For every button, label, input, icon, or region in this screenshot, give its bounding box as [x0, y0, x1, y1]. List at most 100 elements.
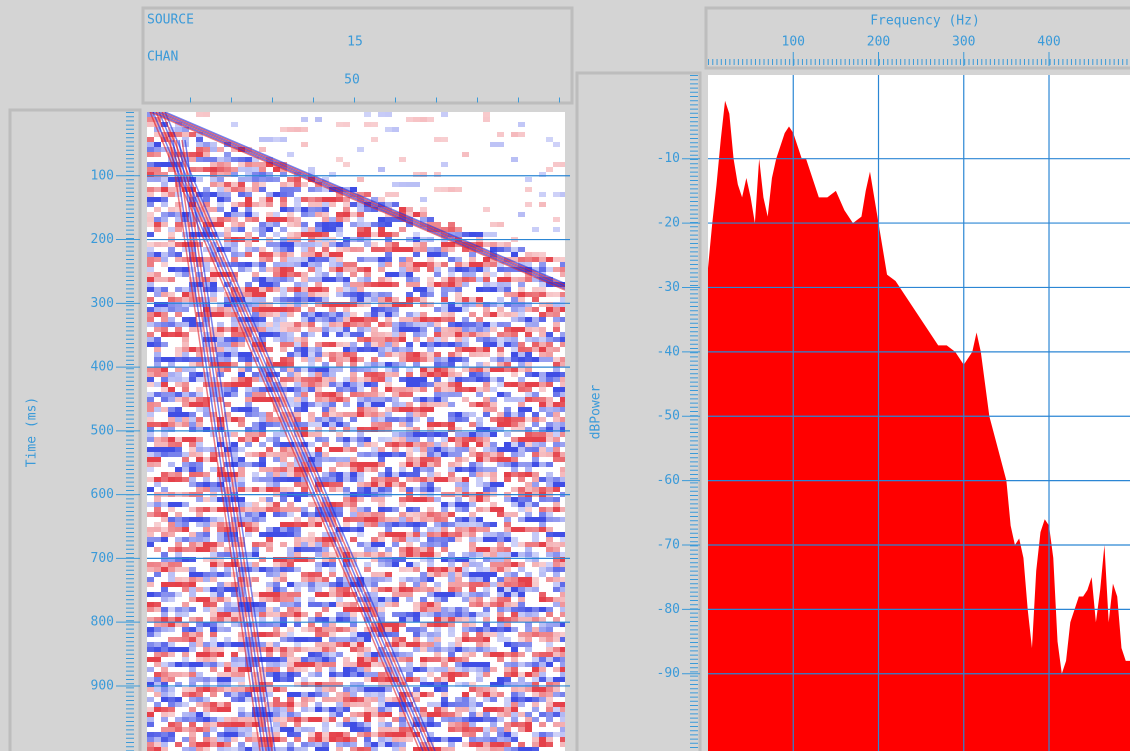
seismic-texture [196, 467, 203, 472]
seismic-texture [399, 467, 406, 472]
seismic-texture [504, 282, 511, 287]
seismic-texture [217, 287, 224, 292]
seismic-texture [518, 297, 525, 302]
seismic-texture [434, 532, 441, 537]
seismic-texture [518, 602, 525, 607]
seismic-texture [217, 592, 224, 597]
seismic-texture [476, 742, 483, 747]
seismic-texture [238, 512, 245, 517]
seismic-texture [217, 332, 224, 337]
seismic-texture [210, 562, 217, 567]
seismic-texture [392, 337, 399, 342]
seismic-texture [154, 292, 161, 297]
seismic-texture [553, 192, 560, 197]
seismic-texture [322, 312, 329, 317]
seismic-texture [196, 397, 203, 402]
seismic-texture [161, 322, 168, 327]
seismic-texture [427, 577, 434, 582]
seismic-texture [476, 667, 483, 672]
seismic-texture [336, 482, 343, 487]
seismic-texture [147, 247, 154, 252]
seismic-texture [392, 737, 399, 742]
seismic-texture [546, 692, 553, 697]
seismic-texture [525, 497, 532, 502]
seismic-texture [301, 232, 308, 237]
seismic-texture [532, 742, 539, 747]
seismic-texture [378, 672, 385, 677]
seismic-texture [420, 447, 427, 452]
seismic-texture [483, 612, 490, 617]
seismic-texture [336, 697, 343, 702]
seismic-texture [301, 677, 308, 682]
seismic-texture [196, 372, 203, 377]
seismic-texture [427, 552, 434, 557]
seismic-texture [483, 447, 490, 452]
seismic-texture [182, 417, 189, 422]
seismic-texture [483, 652, 490, 657]
seismic-texture [476, 717, 483, 722]
seismic-texture [504, 272, 511, 277]
seismic-texture [406, 452, 413, 457]
seismic-texture [525, 627, 532, 632]
seismic-texture [385, 422, 392, 427]
seismic-texture [434, 137, 441, 142]
seismic-texture [455, 717, 462, 722]
seismic-texture [287, 532, 294, 537]
seismic-texture [441, 422, 448, 427]
seismic-texture [336, 432, 343, 437]
seismic-texture [294, 602, 301, 607]
seismic-texture [371, 487, 378, 492]
seismic-texture [224, 582, 231, 587]
seismic-texture [182, 287, 189, 292]
seismic-texture [259, 467, 266, 472]
seismic-texture [441, 522, 448, 527]
seismic-texture [357, 687, 364, 692]
seismic-texture [525, 547, 532, 552]
seismic-texture [539, 402, 546, 407]
seismic-texture [420, 587, 427, 592]
seismic-texture [182, 452, 189, 457]
seismic-texture [532, 227, 539, 232]
seismic-texture [161, 312, 168, 317]
seismic-texture [301, 262, 308, 267]
seismic-texture [245, 747, 252, 751]
seismic-texture [483, 327, 490, 332]
seismic-texture [518, 567, 525, 572]
seismic-texture [308, 572, 315, 577]
seismic-texture [154, 527, 161, 532]
seismic-texture [469, 447, 476, 452]
seismic-texture [364, 647, 371, 652]
seismic-texture [511, 732, 518, 737]
seismic-texture [511, 667, 518, 672]
seismic-texture [280, 292, 287, 297]
seismic-texture [539, 527, 546, 532]
seismic-texture [350, 527, 357, 532]
seismic-texture [406, 262, 413, 267]
seismic-texture [511, 297, 518, 302]
seismic-texture [203, 607, 210, 612]
seismic-texture [175, 287, 182, 292]
seismic-texture [168, 437, 175, 442]
seismic-texture [329, 587, 336, 592]
seismic-texture [497, 707, 504, 712]
seismic-texture [539, 332, 546, 337]
seismic-texture [147, 242, 154, 247]
seismic-texture [203, 702, 210, 707]
seismic-texture [504, 327, 511, 332]
seismic-texture [308, 547, 315, 552]
seismic-texture [175, 307, 182, 312]
seismic-texture [322, 607, 329, 612]
seismic-texture [154, 367, 161, 372]
seismic-texture [455, 567, 462, 572]
seismic-texture [490, 727, 497, 732]
seismic-texture [238, 192, 245, 197]
x-tick-label: 300 [952, 35, 975, 50]
seismic-texture [350, 472, 357, 477]
seismic-texture [427, 512, 434, 517]
seismic-texture [273, 337, 280, 342]
seismic-texture [518, 287, 525, 292]
seismic-texture [259, 312, 266, 317]
seismic-texture [399, 267, 406, 272]
seismic-texture [518, 247, 525, 252]
seismic-texture [476, 687, 483, 692]
